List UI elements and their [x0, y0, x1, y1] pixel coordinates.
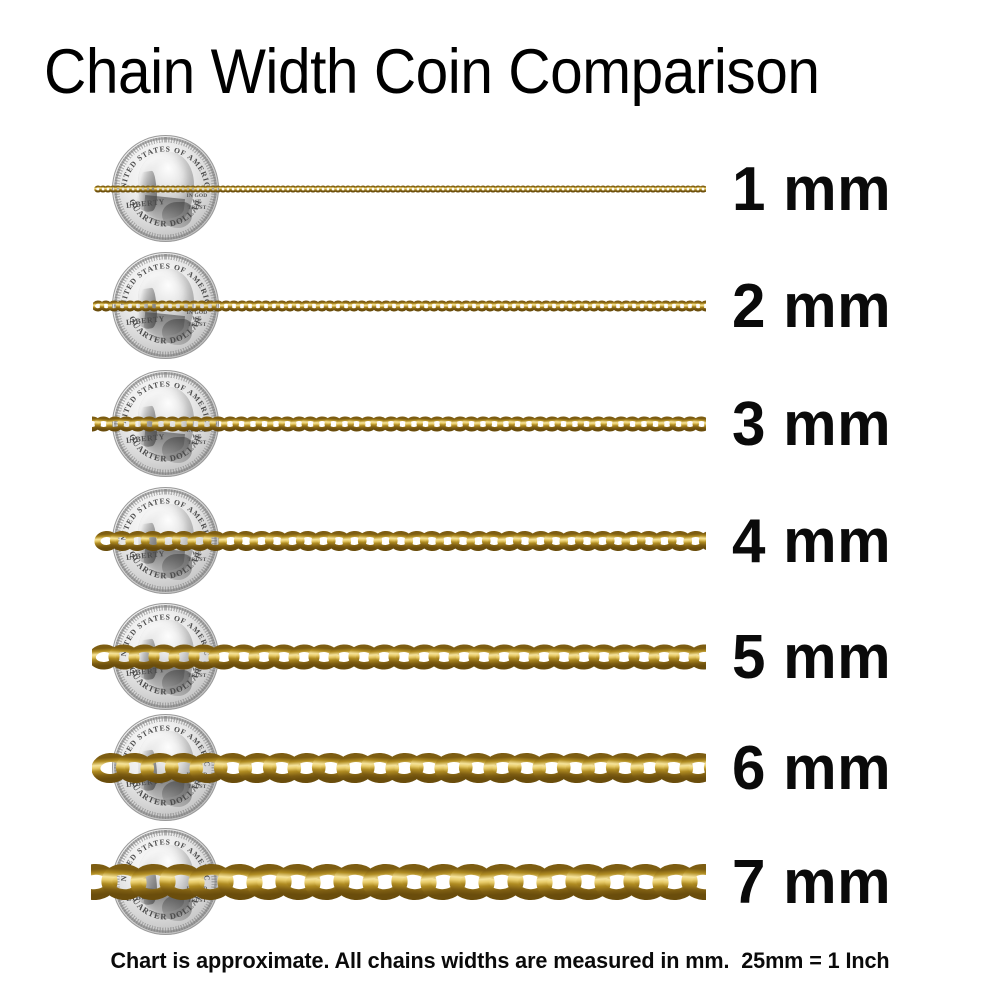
size-label: 4 mm — [732, 506, 892, 576]
chain-row: UNITED STATES OF AMERICAQUARTER DOLLARLI… — [0, 129, 1000, 249]
coin-motto-text: IN GOD WE TRUST — [186, 193, 208, 212]
size-label: 2 mm — [732, 271, 892, 341]
chain-row: UNITED STATES OF AMERICAQUARTER DOLLARLI… — [0, 481, 1000, 601]
coin-motto-text: IN GOD WE TRUST — [186, 310, 208, 329]
chain-row: UNITED STATES OF AMERICAQUARTER DOLLARLI… — [0, 822, 1000, 942]
size-label: 3 mm — [732, 389, 892, 459]
footer-note: Chart is approximate. All chains widths … — [110, 948, 890, 973]
size-label: 1 mm — [732, 154, 892, 224]
chain-row: UNITED STATES OF AMERICAQUARTER DOLLARLI… — [0, 597, 1000, 717]
size-label: 7 mm — [732, 847, 892, 917]
chain-row: UNITED STATES OF AMERICAQUARTER DOLLARLI… — [0, 708, 1000, 828]
page-title: Chain Width Coin Comparison — [44, 37, 820, 107]
chain-row: UNITED STATES OF AMERICAQUARTER DOLLARLI… — [0, 246, 1000, 366]
size-label: 6 mm — [732, 733, 892, 803]
size-label: 5 mm — [732, 622, 892, 692]
chain-row: UNITED STATES OF AMERICAQUARTER DOLLARLI… — [0, 364, 1000, 484]
